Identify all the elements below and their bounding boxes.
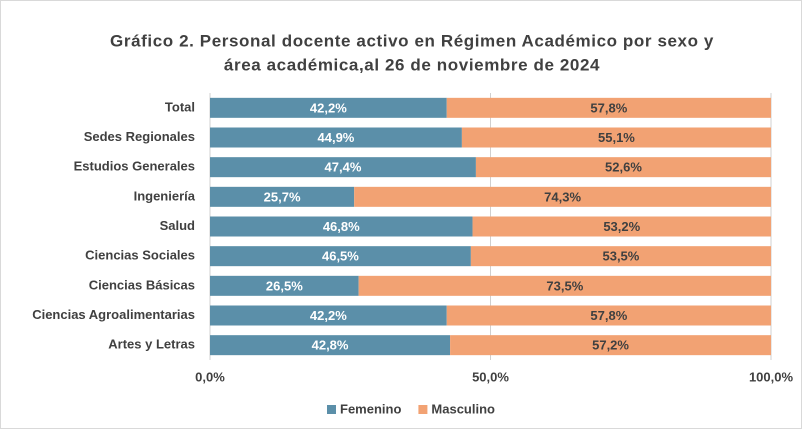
- bar-segment: [354, 186, 771, 207]
- bar-segment: [210, 246, 471, 267]
- y-tick-label: Salud: [160, 218, 195, 233]
- data-label: 42,2%: [310, 100, 347, 115]
- chart-title: Gráfico 2. Personal docente activo en Ré…: [110, 31, 714, 50]
- data-label: 53,2%: [603, 219, 640, 234]
- bar-segment: [358, 275, 771, 296]
- x-tick-label: 0,0%: [195, 369, 225, 384]
- bar-segment: [472, 216, 771, 237]
- legend-swatch: [327, 405, 336, 414]
- data-label: 73,5%: [546, 278, 583, 293]
- data-label: 26,5%: [266, 278, 303, 293]
- y-tick-label: Ciencias Básicas: [89, 277, 195, 292]
- bar-segment: [210, 97, 447, 118]
- data-label: 53,5%: [602, 249, 639, 264]
- data-label: 42,2%: [310, 308, 347, 323]
- bar-segment: [446, 305, 771, 326]
- bar-segment: [210, 216, 473, 237]
- data-label: 57,2%: [592, 338, 629, 353]
- legend-label: Femenino: [340, 401, 401, 416]
- y-tick-label: Estudios Generales: [74, 159, 195, 174]
- data-label: 46,8%: [323, 219, 360, 234]
- data-label: 74,3%: [544, 189, 581, 204]
- data-label: 57,8%: [590, 308, 627, 323]
- data-label: 52,6%: [605, 160, 642, 175]
- data-label: 42,8%: [312, 338, 349, 353]
- y-tick-label: Ciencias Sociales: [85, 248, 195, 263]
- bar-segment: [446, 97, 771, 118]
- legend-label: Masculino: [431, 401, 495, 416]
- y-tick-label: Total: [165, 99, 195, 114]
- bar-segment: [210, 127, 462, 148]
- data-label: 46,5%: [322, 249, 359, 264]
- data-label: 44,9%: [318, 130, 355, 145]
- legend-swatch: [418, 405, 428, 414]
- bar-segment: [470, 246, 771, 267]
- data-label: 57,8%: [590, 100, 627, 115]
- chart-title: área académica,al 26 de noviembre de 202…: [224, 55, 600, 74]
- bar-segment: [210, 275, 359, 296]
- bar-segment: [210, 335, 451, 356]
- y-tick-label: Sedes Regionales: [84, 129, 195, 144]
- y-tick-label: Ingeniería: [134, 188, 196, 203]
- data-label: 47,4%: [325, 160, 362, 175]
- y-tick-label: Ciencias Agroalimentarias: [32, 307, 195, 322]
- x-tick-label: 100,0%: [749, 369, 794, 384]
- x-tick-label: 50,0%: [472, 369, 509, 384]
- bar-segment: [210, 186, 355, 207]
- y-tick-label: Artes y Letras: [108, 337, 195, 352]
- data-label: 55,1%: [598, 130, 635, 145]
- data-label: 25,7%: [264, 189, 301, 204]
- bar-segment: [461, 127, 771, 148]
- bar-segment: [210, 157, 476, 178]
- bar-segment: [210, 305, 447, 326]
- bar-segment: [475, 157, 771, 178]
- bar-segment: [450, 335, 771, 356]
